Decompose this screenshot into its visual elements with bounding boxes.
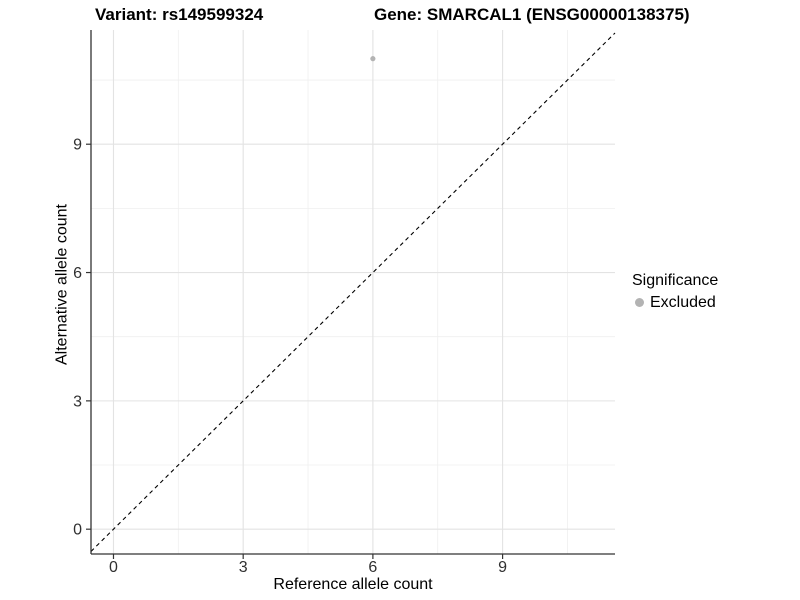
legend-item-excluded: Excluded xyxy=(632,293,718,312)
minor-gridlines xyxy=(91,30,615,554)
data-point xyxy=(370,56,376,62)
identity-line-group xyxy=(90,32,616,552)
x-tick-label: 3 xyxy=(239,559,248,576)
plot-title-variant: Variant: rs149599324 xyxy=(95,5,264,24)
legend-title: Significance xyxy=(632,272,719,289)
legend: Significance Excluded xyxy=(632,271,718,312)
legend-point-icon xyxy=(635,298,644,307)
x-tick-label: 9 xyxy=(498,559,507,576)
y-axis-title: Alternative allele count xyxy=(53,204,71,365)
identity-line xyxy=(90,32,616,552)
y-tick-label: 6 xyxy=(73,265,82,282)
major-gridlines xyxy=(91,30,615,554)
legend-item-label: Excluded xyxy=(650,294,716,311)
x-tick-label: 0 xyxy=(109,559,118,576)
plot-title-gene: Gene: SMARCAL1 (ENSG00000138375) xyxy=(374,5,690,24)
y-tick-label: 3 xyxy=(73,393,82,410)
x-tick-label: 6 xyxy=(368,559,377,576)
x-axis-title: Reference allele count xyxy=(273,576,433,593)
y-tick-label: 0 xyxy=(73,522,82,539)
y-tick-label: 9 xyxy=(73,137,82,154)
data-points xyxy=(370,56,376,62)
axis-tick-labels: 0 3 6 9 0 3 6 9 xyxy=(73,137,507,576)
axis-ticks xyxy=(86,143,504,559)
axis-lines xyxy=(90,30,615,555)
